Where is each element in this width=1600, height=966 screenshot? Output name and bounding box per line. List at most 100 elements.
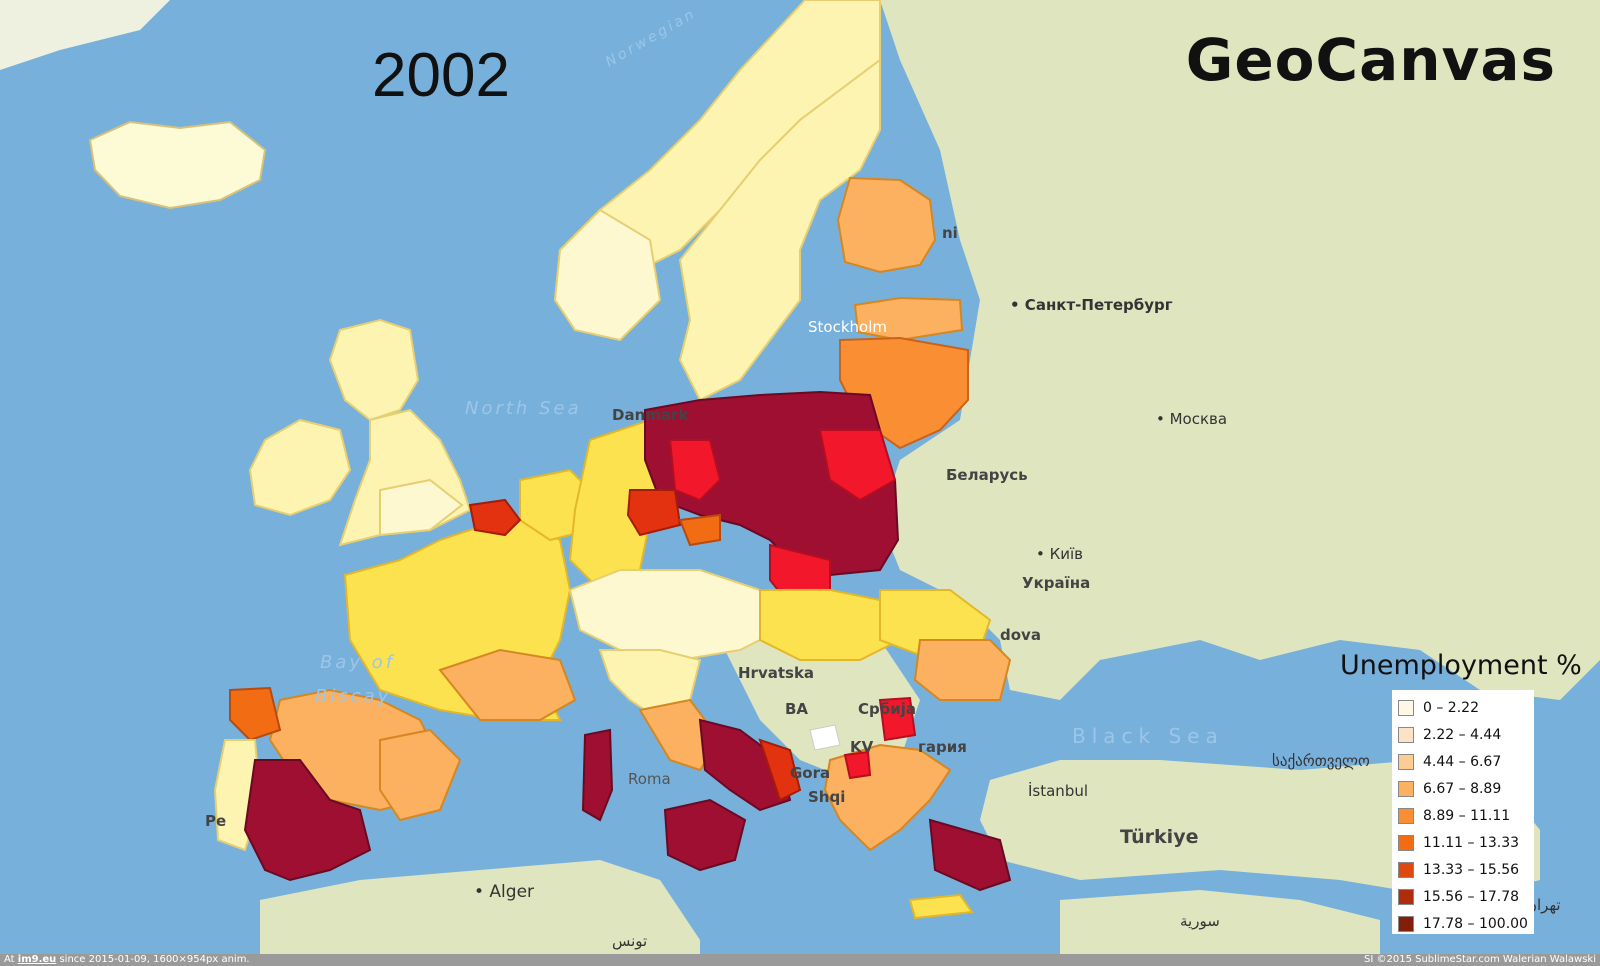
legend-label: 13.33 – 15.56 bbox=[1423, 861, 1520, 878]
legend-title: Unemployment % bbox=[1340, 650, 1582, 681]
label-helsinki: ni bbox=[942, 224, 958, 242]
legend-label: 2.22 – 4.44 bbox=[1423, 726, 1502, 743]
legend-label: 0 – 2.22 bbox=[1423, 699, 1479, 716]
legend-swatch bbox=[1398, 726, 1414, 743]
region-bulgaria bbox=[878, 696, 917, 742]
region-aegean-islands bbox=[928, 818, 1012, 892]
land-greenland-corner bbox=[0, 0, 170, 70]
label-istanbul: İstanbul bbox=[1028, 782, 1089, 800]
label-biscay: Biscay bbox=[315, 686, 392, 707]
label-kyiv: • Київ bbox=[1036, 545, 1084, 563]
land-russia bbox=[880, 0, 1600, 700]
region-galicia bbox=[229, 686, 282, 742]
legend-swatch bbox=[1398, 834, 1414, 851]
label-north-sea: North Sea bbox=[465, 398, 582, 419]
region-sweden-south bbox=[553, 208, 662, 342]
label-moskva: • Москва bbox=[1156, 410, 1228, 428]
legend-label: 4.44 – 6.67 bbox=[1423, 753, 1502, 770]
region-romania-east bbox=[913, 639, 1012, 701]
land-middle-east bbox=[1060, 890, 1380, 954]
legend-item: 6.67 – 8.89 bbox=[1392, 775, 1534, 802]
label-tehran: تهران bbox=[1526, 896, 1561, 914]
region-spain-east bbox=[379, 728, 462, 822]
region-scotland bbox=[328, 318, 420, 422]
region-czech-border bbox=[626, 489, 682, 537]
legend-swatch bbox=[1398, 915, 1414, 932]
legend-item: 11.11 – 13.33 bbox=[1392, 829, 1534, 856]
label-ukraina: Україна bbox=[1022, 574, 1091, 592]
label-alger: • Alger bbox=[474, 882, 535, 902]
label-bosnia: BA bbox=[785, 700, 809, 718]
label-black-sea: Black Sea bbox=[1072, 724, 1224, 748]
region-calabria bbox=[758, 738, 802, 802]
legend-item: 8.89 – 11.11 bbox=[1392, 802, 1534, 829]
region-iceland bbox=[88, 120, 267, 210]
label-st-petersburg: • Санкт-Петербург bbox=[1010, 296, 1173, 314]
footer-right: SI ©2015 SublimeStar.com Walerian Walaws… bbox=[1364, 954, 1596, 965]
region-czech-orange bbox=[678, 513, 721, 547]
legend-label: 15.56 – 17.78 bbox=[1423, 888, 1520, 905]
land-north-africa bbox=[260, 860, 700, 954]
label-syria: سورية bbox=[1180, 912, 1220, 930]
region-greece-red bbox=[843, 750, 872, 780]
label-montenegro: Gora bbox=[790, 764, 831, 782]
legend-label: 11.11 – 13.33 bbox=[1423, 834, 1520, 851]
label-hrvatska: Hrvatska bbox=[738, 664, 815, 682]
label-portugal: Pe bbox=[205, 812, 227, 830]
land-balkans-base bbox=[720, 620, 920, 780]
legend-swatch bbox=[1398, 780, 1414, 797]
label-kosovo: KV bbox=[850, 738, 874, 756]
legend-item: 2.22 – 4.44 bbox=[1392, 721, 1534, 748]
brand-logo: GeoCanvas bbox=[1185, 26, 1556, 94]
footer-bar: At im9.eu since 2015-01-09, 1600×954px a… bbox=[0, 954, 1600, 966]
label-tunis: تونس bbox=[612, 932, 648, 950]
year-title: 2002 bbox=[372, 41, 510, 110]
label-turkiye: Türkiye bbox=[1120, 826, 1199, 848]
label-moldova: dova bbox=[1000, 626, 1041, 644]
region-poland-red-1 bbox=[818, 429, 897, 502]
legend-item: 17.78 – 100.00 bbox=[1392, 910, 1534, 937]
region-sicily bbox=[663, 798, 747, 872]
region-germany-red bbox=[668, 439, 722, 502]
legend-item: 13.33 – 15.56 bbox=[1392, 856, 1534, 883]
legend-item: 15.56 – 17.78 bbox=[1392, 883, 1534, 910]
region-alps bbox=[568, 569, 782, 662]
label-georgia: საქართველო bbox=[1272, 752, 1370, 770]
region-ireland bbox=[248, 418, 352, 517]
region-italy-south bbox=[698, 718, 792, 812]
region-andalusia bbox=[243, 759, 372, 882]
label-roma: Roma bbox=[628, 770, 671, 788]
legend-swatch bbox=[1398, 753, 1414, 770]
footer-site-link[interactable]: im9.eu bbox=[17, 954, 57, 965]
label-albania: Shqi bbox=[808, 788, 846, 806]
legend-item: 0 – 2.22 bbox=[1392, 694, 1534, 721]
region-albania-white bbox=[809, 724, 841, 751]
region-estonia bbox=[853, 296, 964, 342]
legend-label: 17.78 – 100.00 bbox=[1423, 915, 1528, 932]
region-hungary bbox=[759, 589, 902, 661]
label-stockholm: Stockholm bbox=[808, 318, 887, 336]
legend-swatch bbox=[1398, 888, 1414, 905]
legend: 0 – 2.22 2.22 – 4.44 4.44 – 6.67 6.67 – 8.8… bbox=[1392, 690, 1534, 934]
region-france-south bbox=[438, 648, 577, 721]
label-bulgaria: гария bbox=[918, 738, 967, 756]
label-belarus: Беларусь bbox=[946, 466, 1028, 484]
region-crete bbox=[908, 893, 974, 920]
region-finland bbox=[836, 176, 937, 274]
region-sardinia bbox=[581, 728, 614, 822]
region-england-south bbox=[379, 478, 464, 537]
label-danmark: Danmark bbox=[612, 406, 689, 424]
label-bay: Bay of bbox=[320, 652, 396, 673]
footer-left-prefix: At bbox=[4, 954, 18, 965]
legend-label: 6.67 – 8.89 bbox=[1423, 780, 1502, 797]
label-srbija: Србија bbox=[858, 700, 916, 718]
legend-item: 4.44 – 6.67 bbox=[1392, 748, 1534, 775]
legend-label: 8.89 – 11.11 bbox=[1423, 807, 1511, 824]
region-belgium-red bbox=[468, 498, 522, 537]
legend-swatch bbox=[1398, 699, 1414, 716]
legend-swatch bbox=[1398, 807, 1414, 824]
footer-left-rest: since 2015-01-09, 1600×954px anim. bbox=[56, 954, 250, 965]
footer-left: At im9.eu since 2015-01-09, 1600×954px a… bbox=[4, 954, 250, 966]
